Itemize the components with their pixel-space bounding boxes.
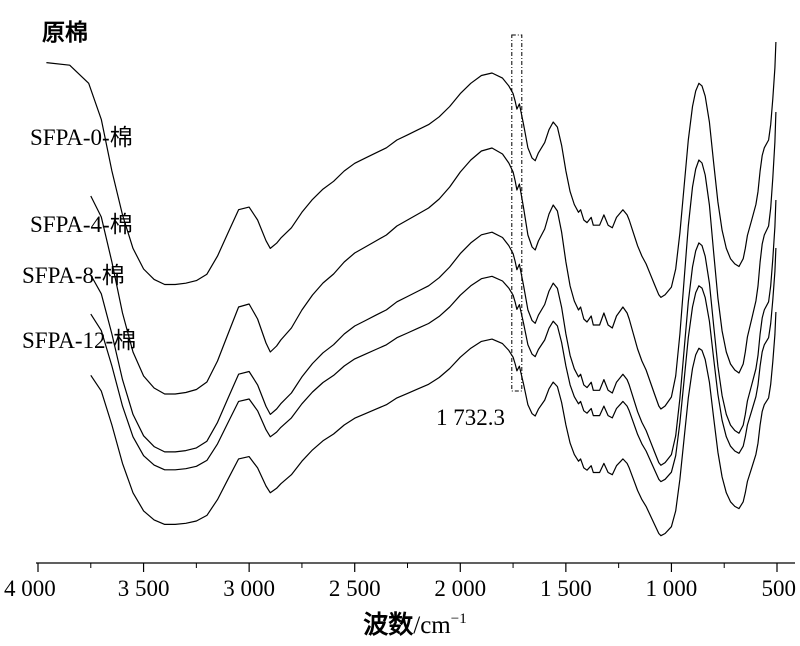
spectrum-line-2: [90, 199, 777, 466]
x-axis-title-unit: /cm: [413, 612, 451, 639]
x-tick-label-4000: 4 000: [4, 576, 56, 601]
label-raw-cotton: 原棉: [42, 19, 88, 46]
spectra-curves: [46, 41, 777, 537]
spectrum-line-0: [46, 41, 777, 298]
label-sfpa-4: SFPA-4-棉: [30, 212, 133, 237]
x-axis-title-cjk: 波数: [363, 610, 414, 639]
x-axis-title-exponent: −1: [451, 611, 467, 627]
x-axis-ticks: 4 000 3 500 3 000 2 500 2 000 1 500 1 000 500: [4, 563, 796, 601]
x-tick-label-1000: 1 000: [646, 576, 698, 601]
x-tick-label-2000: 2 000: [434, 576, 486, 601]
label-sfpa-0: SFPA-0-棉: [30, 125, 133, 150]
curve-labels: 原棉 SFPA-0-棉 SFPA-4-棉 SFPA-8-棉 SFPA-12-棉: [22, 19, 136, 353]
x-tick-label-2500: 2 500: [329, 576, 381, 601]
label-sfpa-12: SFPA-12-棉: [22, 328, 136, 353]
peak-1732-label: 1 732.3: [436, 405, 505, 430]
x-axis-title: 波数/cm−1: [363, 610, 466, 639]
peak-1732-marker-box: [511, 34, 523, 392]
x-tick-label-3000: 3 000: [223, 576, 275, 601]
spectrum-line-3: [90, 247, 777, 483]
spectrum-line-4: [90, 311, 777, 537]
x-tick-label-500: 500: [762, 576, 797, 601]
label-sfpa-8: SFPA-8-棉: [22, 263, 125, 288]
spectrum-line-1: [90, 111, 777, 410]
x-tick-label-3500: 3 500: [118, 576, 170, 601]
x-tick-label-1500: 1 500: [540, 576, 592, 601]
